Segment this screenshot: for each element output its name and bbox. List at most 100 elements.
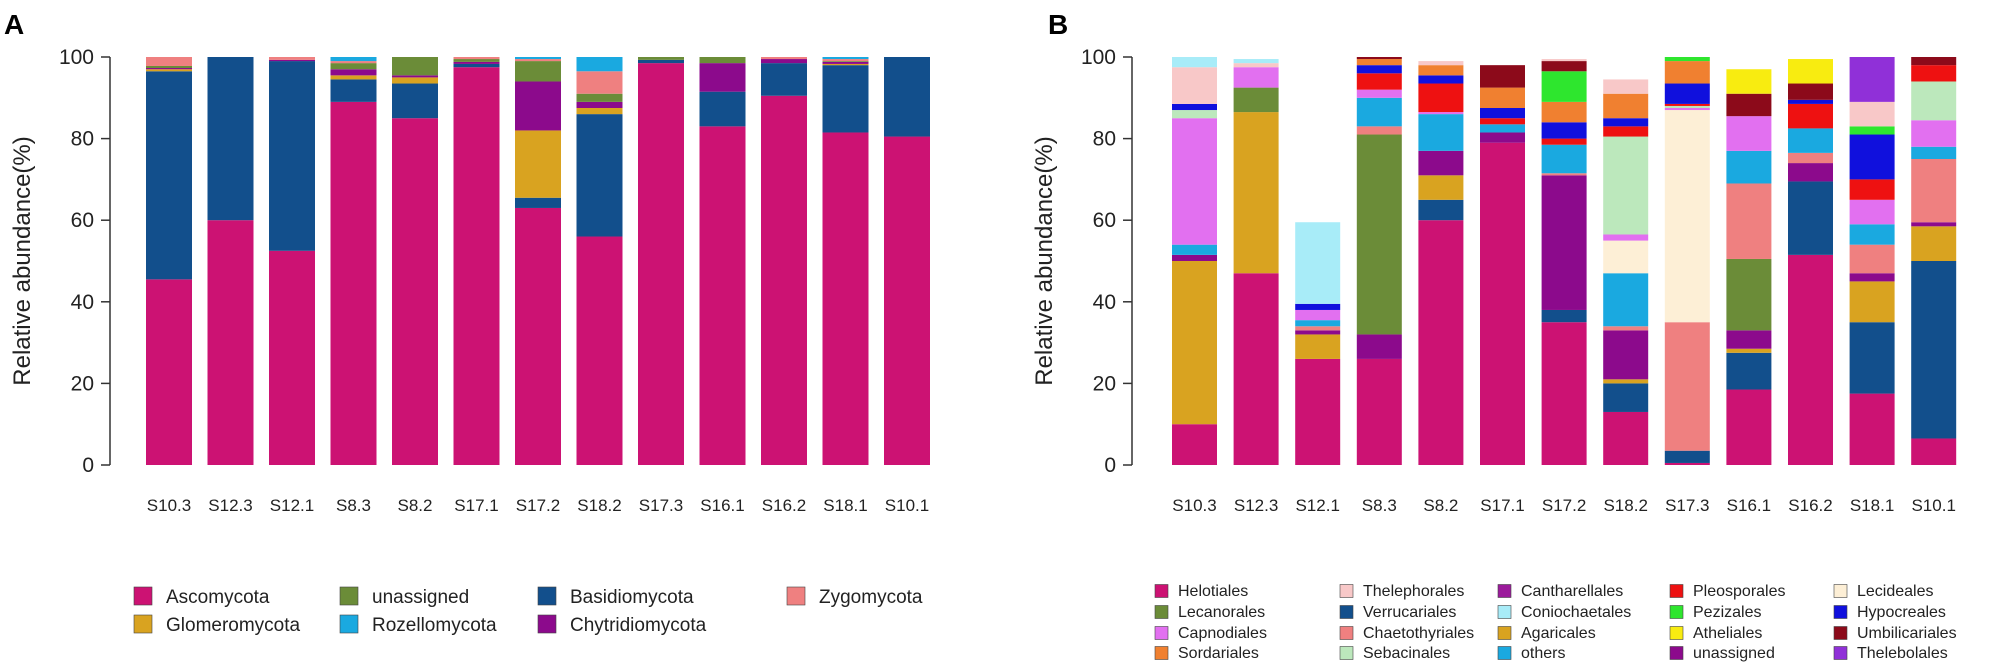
x-tick-label-a-s12-1: S12.1 — [270, 496, 314, 515]
bar-segment-a-s8-3-chytridiomycota — [330, 69, 377, 76]
legend-label-b-thelebolales: Thelebolales — [1857, 645, 1948, 662]
panel-letter-b: B — [1048, 9, 1068, 40]
legend-swatch-b-pleosporales — [1669, 584, 1684, 598]
bar-segment-b-s8-2-helotiales — [1418, 220, 1464, 465]
legend-label-b-coniochaetales: Coniochaetales — [1521, 604, 1631, 621]
legend-swatch-b-thelebolales — [1833, 646, 1848, 660]
legend-swatch-b-atheliales — [1669, 626, 1684, 640]
panel-b-chart: 0 20 40 60 80 100 Relative abundance(%) S10.3 S1… — [1031, 46, 1957, 662]
bar-segment-b-s18-1-hypocreales — [1849, 134, 1895, 180]
bar-segment-b-s10-1-sebacinales — [1911, 81, 1957, 121]
bar-segment-b-s16-1-unassigned — [1726, 330, 1772, 349]
bar-segment-a-s10-1-ascomycota — [884, 136, 930, 465]
bar-segment-b-s8-3-pleosporales — [1356, 73, 1402, 90]
bar-segment-a-s8-3-zygomycota — [330, 61, 377, 64]
bar-segment-b-s18-2-thelephorales — [1603, 79, 1649, 94]
y-tick-label-b-20: 20 — [1093, 372, 1116, 395]
legend-label-b-lecideales: Lecideales — [1857, 583, 1934, 600]
bar-segment-b-s18-1-verrucariales — [1849, 322, 1895, 394]
bar-segment-a-s17-2-chytridiomycota — [515, 81, 561, 131]
bar-segment-a-s17-2-zygomycota — [515, 59, 561, 62]
panel-a-chart: 0 20 40 60 80 100 Relative abundance(%) S10.3 S1… — [9, 46, 930, 636]
bar-segment-b-s16-2-chaetothyriales — [1788, 152, 1833, 164]
bar-segment-b-s10-3-capnodiales — [1172, 118, 1217, 245]
bar-segment-b-s10-1-agaricales — [1911, 226, 1957, 261]
bar-segment-b-s18-1-unassigned — [1849, 273, 1895, 282]
bar-segment-a-s12-3-basidiomycota — [207, 57, 254, 221]
bar-segment-b-s12-1-unassigned — [1295, 330, 1341, 335]
x-tick-label-b-s8-3: S8.3 — [1362, 496, 1397, 515]
bar-segment-a-s18-2-chytridiomycota — [576, 101, 623, 108]
bar-segment-a-s10-3-zygomycota — [146, 57, 192, 66]
bar-segment-b-s17-1-hypocreales — [1480, 108, 1525, 119]
bar-segment-a-s16-2-basidiomycota — [761, 63, 807, 96]
bar-segment-b-s18-1-pleosporales — [1849, 179, 1895, 200]
legend-label-b-lecanorales: Lecanorales — [1178, 604, 1265, 621]
bar-segment-b-s12-1-capnodiales — [1295, 309, 1341, 321]
x-tick-label-b-s17-3: S17.3 — [1665, 496, 1709, 515]
panel-letter-a: A — [4, 9, 24, 40]
bar-segment-b-s17-2-unassigned — [1541, 175, 1587, 310]
x-tick-label-b-s18-2: S18.2 — [1603, 496, 1647, 515]
x-tick-label-a-s17-2: S17.2 — [516, 496, 560, 515]
bar-segment-b-s18-1-others — [1849, 224, 1895, 245]
bar-segment-a-s18-1-zygomycota — [822, 59, 869, 62]
legend-label-b-cantharellales: Cantharellales — [1521, 583, 1623, 600]
legend-swatch-a-chytridiomycota — [537, 614, 557, 634]
bar-segment-b-s18-2-helotiales — [1603, 411, 1649, 465]
bar-segment-b-s18-2-others — [1603, 273, 1649, 327]
bar-segment-a-s12-1-zygomycota — [269, 57, 315, 60]
bar-segment-b-s12-3-coniochaetales — [1233, 59, 1279, 64]
bar-segment-a-s10-3-unassigned — [146, 65, 192, 69]
legend-swatch-a-unassigned — [339, 586, 359, 606]
legend-swatch-b-sordariales — [1154, 646, 1169, 660]
bar-segment-b-s12-1-hypocreales — [1295, 303, 1341, 310]
bar-segment-b-s18-2-pleosporales — [1603, 126, 1649, 137]
bar-segment-a-s12-1-basidiomycota — [269, 61, 315, 251]
legend-label-b-pezizales: Pezizales — [1693, 604, 1761, 621]
bar-segment-b-s17-3-pleosporales — [1664, 103, 1710, 106]
legend-label-b-unassigned: unassigned — [1693, 645, 1775, 662]
bar-segment-b-s8-3-lecanorales — [1356, 134, 1402, 335]
bar-segment-b-s16-2-umbilicariales — [1788, 83, 1833, 100]
bar-segment-b-s8-3-hypocreales — [1356, 65, 1402, 74]
bar-segment-b-s16-1-others — [1726, 150, 1772, 184]
legend-swatch-b-cantharellales — [1497, 584, 1512, 598]
bar-segment-b-s8-2-hypocreales — [1418, 75, 1464, 84]
y-axis-title-a: Relative abundance(%) — [9, 136, 36, 385]
bar-segment-a-s18-2-basidiomycota — [576, 114, 623, 237]
bar-segment-b-s8-2-unassigned — [1418, 150, 1464, 176]
bar-segment-b-s10-1-capnodiales — [1911, 120, 1957, 147]
bar-segment-a-s16-2-ascomycota — [761, 95, 807, 465]
bar-segment-b-s16-2-atheliales — [1788, 59, 1833, 84]
x-tick-label-a-s18-1: S18.1 — [823, 496, 867, 515]
bar-segment-b-s10-3-thelephorales — [1172, 67, 1217, 104]
bar-segment-a-s17-3-unassigned — [638, 57, 684, 60]
legend-swatch-b-unassigned — [1669, 646, 1684, 660]
x-tick-label-a-s16-1: S16.1 — [700, 496, 744, 515]
legend-label-b-umbilicariales: Umbilicariales — [1857, 625, 1957, 642]
y-tick-label-a-80: 80 — [71, 128, 94, 151]
bar-segment-b-s18-2-hypocreales — [1603, 118, 1649, 127]
legend-swatch-b-lecideales — [1833, 584, 1848, 598]
legend-label-a-glomeromycota: Glomeromycota — [166, 615, 301, 636]
bar-segment-b-s16-1-umbilicariales — [1726, 93, 1772, 117]
bar-segment-b-s17-3-sordariales — [1664, 61, 1710, 84]
bar-segment-b-s10-3-others — [1172, 244, 1217, 255]
bar-segment-a-s17-2-glomeromycota — [515, 130, 561, 198]
bar-segment-a-s18-1-unassigned — [822, 61, 869, 62]
bar-segment-a-s17-2-basidiomycota — [515, 197, 561, 208]
bar-segment-b-s8-3-umbilicariales — [1356, 57, 1402, 60]
bar-segment-b-s17-2-chaetothyriales — [1541, 173, 1587, 176]
bar-segment-a-s8-2-glomeromycota — [392, 77, 438, 84]
bar-segment-b-s10-1-verrucariales — [1911, 261, 1957, 439]
bar-segment-a-s17-2-unassigned — [515, 61, 561, 82]
bar-segment-b-s10-1-pleosporales — [1911, 65, 1957, 82]
legend-label-b-thelephorales: Thelephorales — [1363, 583, 1464, 600]
x-tick-label-b-s10-1: S10.1 — [1911, 496, 1955, 515]
x-tick-label-b-s18-1: S18.1 — [1850, 496, 1894, 515]
legend-label-b-verrucariales: Verrucariales — [1363, 604, 1456, 621]
bar-segment-b-s8-2-capnodiales — [1418, 112, 1464, 115]
x-tick-label-a-s8-2: S8.2 — [398, 496, 433, 515]
bar-segment-a-s12-1-ascomycota — [269, 250, 315, 465]
